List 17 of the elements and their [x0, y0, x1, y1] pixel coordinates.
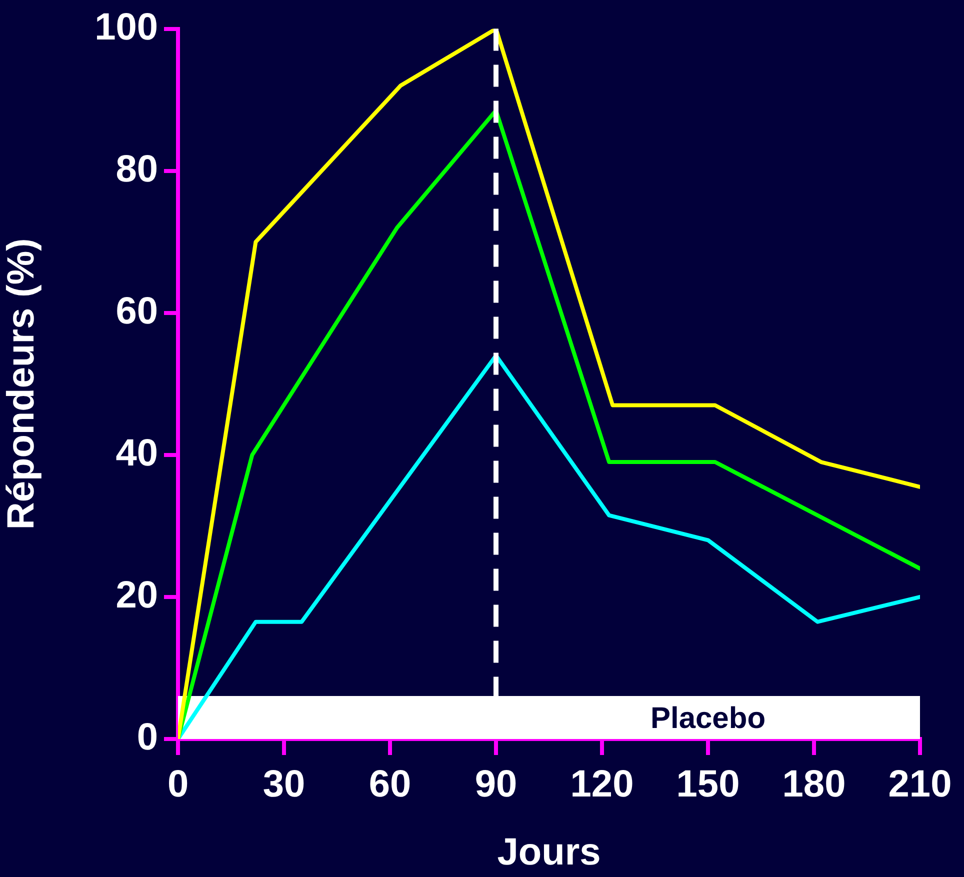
- y-tick-label: 80: [116, 148, 158, 190]
- x-tick-label: 60: [368, 763, 412, 806]
- y-tick-label: 20: [116, 574, 158, 616]
- x-axis-title: Jours: [497, 832, 601, 874]
- y-tick-label: 40: [116, 432, 158, 474]
- y-axis-title: Répondeurs (%): [0, 238, 42, 530]
- x-tick-label: 150: [676, 763, 740, 806]
- x-tick-label: 0: [167, 763, 189, 806]
- band-label: Placebo: [650, 702, 766, 735]
- x-tick-label: 90: [474, 763, 518, 806]
- y-tick-label: 100: [94, 6, 158, 48]
- y-tick-label: 0: [136, 716, 158, 758]
- x-tick-label: 120: [570, 763, 634, 806]
- y-tick-label: 60: [116, 290, 158, 332]
- x-tick-label: 210: [888, 763, 952, 806]
- x-tick-label: 30: [262, 763, 306, 806]
- x-tick-label: 180: [782, 763, 846, 806]
